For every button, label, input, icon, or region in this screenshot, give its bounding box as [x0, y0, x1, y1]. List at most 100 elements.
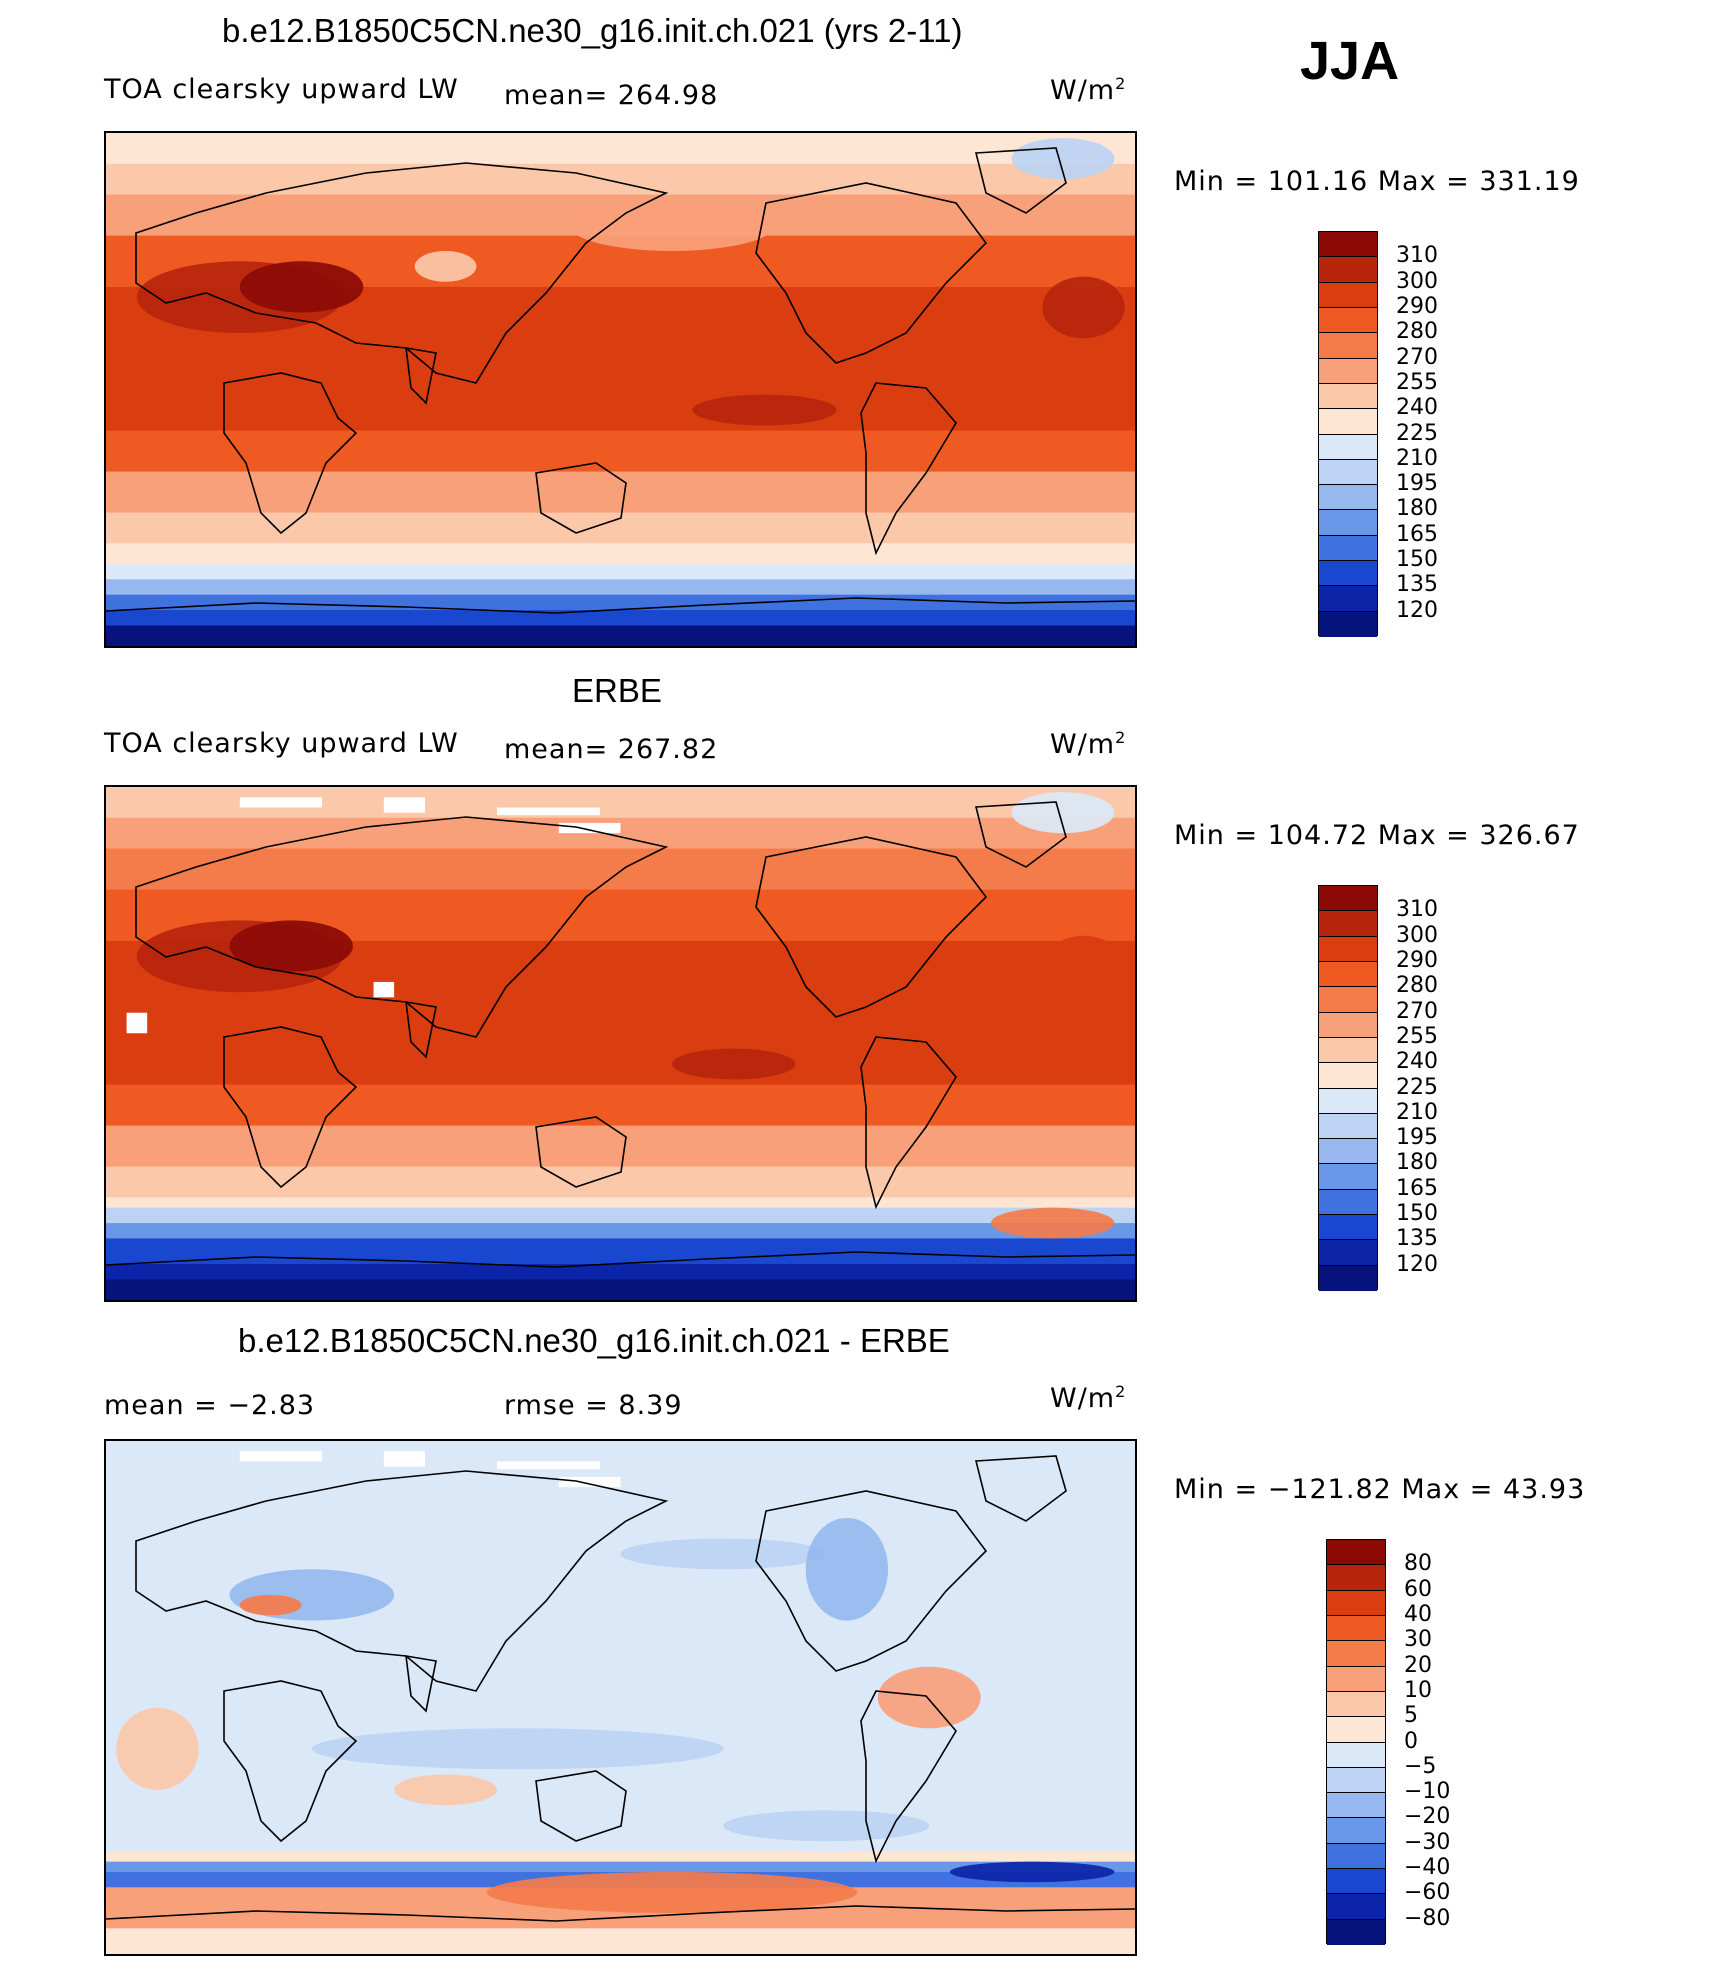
season-label: JJA	[1300, 31, 1400, 91]
colorbar-cell	[1319, 383, 1377, 410]
colorbar-tick-label: −30	[1404, 1829, 1451, 1855]
colorbar-tick-label: 20	[1404, 1652, 1432, 1678]
field-region	[239, 261, 364, 313]
panel-2-variable-label: TOA clearsky upward LW	[104, 728, 459, 759]
colorbar-cell	[1327, 1742, 1385, 1768]
coastline	[755, 182, 988, 364]
colorbar-cell	[1327, 1590, 1385, 1616]
field-band	[106, 1861, 1135, 1873]
colorbar-tick-label: 40	[1404, 1601, 1432, 1627]
colorbar-cell	[1319, 1012, 1377, 1038]
colorbar-tick-label: 120	[1396, 597, 1438, 623]
colorbar-cell	[1327, 1793, 1385, 1819]
coastline	[535, 1116, 627, 1188]
colorbar-cell	[1319, 1037, 1377, 1064]
field-region	[877, 1666, 981, 1729]
field-band	[106, 579, 1135, 596]
coastline	[860, 382, 957, 556]
colorbar-tick-label: −40	[1404, 1855, 1451, 1881]
colorbar-tick-label: 30	[1404, 1627, 1432, 1653]
field-band	[106, 1279, 1135, 1300]
colorbar-cell	[1319, 257, 1377, 283]
panel-1-minmax-label: Min = 101.16 Max = 331.19	[1174, 166, 1580, 197]
colorbar-tick-label: 310	[1396, 897, 1438, 923]
colorbar-cell	[1319, 886, 1377, 912]
colorbar-cell	[1319, 911, 1377, 937]
field-band	[106, 610, 1135, 627]
coastline	[974, 147, 1067, 214]
colorbar-cell	[1319, 961, 1377, 988]
panel-3-minmax-label: Min = −121.82 Max = 43.93	[1174, 1474, 1586, 1505]
colorbar-cell	[1327, 1540, 1385, 1566]
colorbar-cell	[1319, 1164, 1377, 1190]
colorbar-tick-label: −60	[1404, 1880, 1451, 1906]
coastline	[405, 1001, 437, 1059]
missing-data-patch	[373, 981, 395, 998]
colorbar-cell	[1327, 1615, 1385, 1642]
panel-1-units-label: W/m2	[1050, 74, 1127, 106]
colorbar-tick-label: 150	[1396, 547, 1438, 573]
field-band	[106, 543, 1135, 565]
coastline	[974, 1455, 1067, 1522]
colorbar-tick-label: 10	[1404, 1677, 1432, 1703]
colorbar-cell	[1327, 1919, 1385, 1945]
colorbar-tick-label: −10	[1404, 1779, 1451, 1805]
map-field	[106, 1441, 1135, 1954]
field-band	[106, 1928, 1135, 1954]
colorbar-tick-label: 80	[1404, 1551, 1432, 1577]
coastline	[405, 1655, 437, 1713]
field-band	[106, 1002, 1135, 1086]
missing-data-patch	[126, 1012, 148, 1034]
colorbar-cell	[1327, 1767, 1385, 1794]
coastline	[860, 1036, 957, 1210]
colorbar-cell	[1327, 1818, 1385, 1844]
colorbar-tick-label: 255	[1396, 1023, 1438, 1049]
colorbar-cell	[1319, 987, 1377, 1013]
colorbar-tick-label: 165	[1396, 521, 1438, 547]
coastline	[860, 1690, 957, 1864]
coastline	[106, 1905, 1135, 1922]
colorbar-tick-label: 290	[1396, 293, 1438, 319]
colorbar-tick-label: 225	[1396, 420, 1438, 446]
field-region	[1042, 276, 1125, 339]
field-region	[116, 1707, 199, 1790]
missing-data-patch	[239, 1451, 323, 1462]
panel-2-units-label: W/m2	[1050, 728, 1127, 760]
colorbar-cell	[1319, 358, 1377, 384]
colorbar-tick-label: 5	[1404, 1703, 1418, 1729]
colorbar-cell	[1327, 1869, 1385, 1895]
field-region	[229, 920, 353, 972]
colorbar-tick-label: −20	[1404, 1804, 1451, 1830]
field-region	[949, 1861, 1115, 1883]
colorbar-cell	[1319, 333, 1377, 359]
colorbar-tick-label: −5	[1404, 1753, 1437, 1779]
map-field	[106, 787, 1135, 1300]
colorbar-cell	[1319, 307, 1377, 334]
colorbar-tick-label: 280	[1396, 319, 1438, 345]
coastline	[535, 462, 627, 534]
field-region	[620, 1538, 827, 1570]
colorbar-cell	[1319, 510, 1377, 536]
colorbar-tick-label: 240	[1396, 1049, 1438, 1075]
colorbar-cell	[1319, 282, 1377, 308]
colorbar-tick-label: 195	[1396, 471, 1438, 497]
colorbar-tick-label: 180	[1396, 496, 1438, 522]
coastline	[223, 1026, 358, 1189]
colorbar-cell	[1319, 535, 1377, 562]
colorbar-cell	[1319, 232, 1377, 258]
missing-data-patch	[497, 807, 600, 816]
field-band	[106, 133, 1135, 165]
colorbar-cell	[1327, 1641, 1385, 1667]
colorbar-tick-label: 310	[1396, 243, 1438, 269]
colorbar-cell	[1319, 409, 1377, 435]
field-band	[106, 848, 1135, 891]
panel-2-minmax-label: Min = 104.72 Max = 326.67	[1174, 820, 1580, 851]
missing-data-patch	[383, 1451, 425, 1467]
coastline	[755, 836, 988, 1018]
field-band	[106, 1238, 1135, 1266]
colorbar-cell	[1319, 434, 1377, 460]
colorbar-tick-label: 135	[1396, 572, 1438, 598]
missing-data-patch	[497, 1461, 600, 1470]
field-band	[106, 348, 1135, 432]
colorbar-tick-label: 60	[1404, 1576, 1432, 1602]
